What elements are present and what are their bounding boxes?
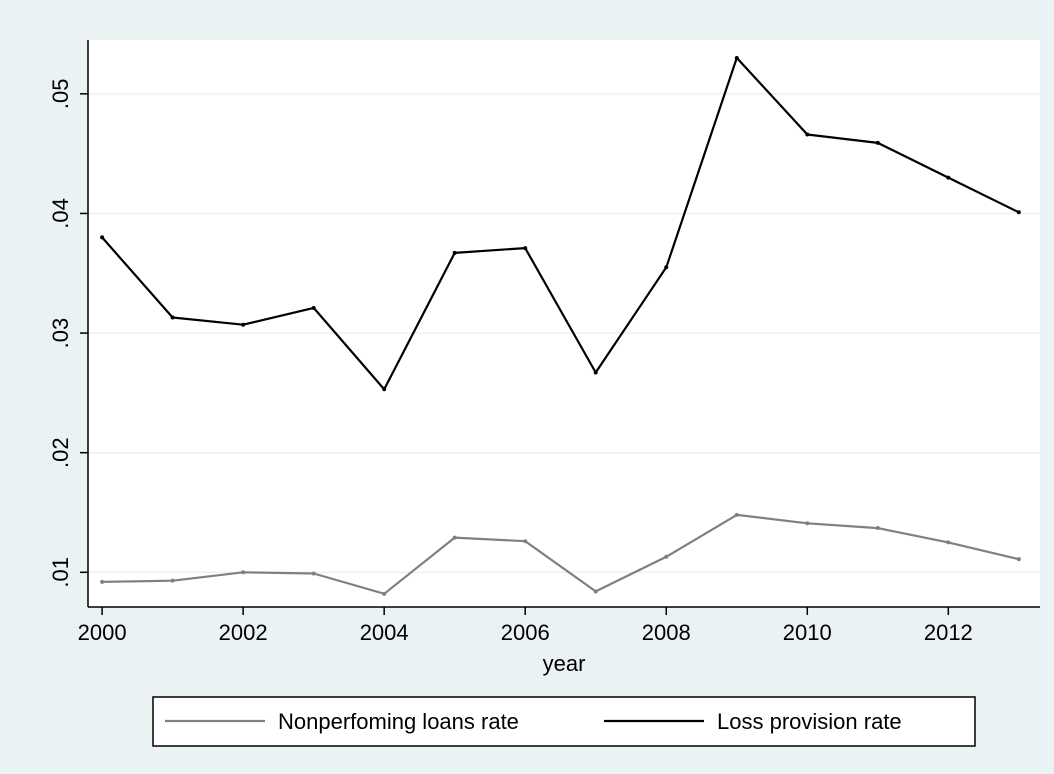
data-point	[452, 250, 457, 255]
y-tick-label: .05	[48, 79, 73, 110]
x-tick-label: 2004	[360, 620, 409, 645]
x-tick-label: 2002	[219, 620, 268, 645]
data-point	[734, 512, 739, 517]
legend-label-0: Nonperfoming loans rate	[278, 709, 519, 734]
data-point	[382, 591, 387, 596]
data-point	[170, 315, 175, 320]
x-axis-ticks: 2000 2002 2004 2006 2008 2010 2012	[78, 607, 973, 645]
y-tick-label: .01	[48, 557, 73, 588]
data-point	[734, 55, 739, 60]
y-tick-label: .04	[48, 198, 73, 229]
x-axis-title: year	[543, 651, 586, 676]
data-point	[100, 579, 105, 584]
data-point	[1016, 210, 1021, 215]
x-tick-label: 2008	[642, 620, 691, 645]
x-tick-label: 2012	[924, 620, 973, 645]
data-point	[452, 535, 457, 540]
data-point	[946, 175, 951, 180]
data-point	[1016, 557, 1021, 562]
data-point	[311, 305, 316, 310]
data-point	[946, 540, 951, 545]
data-point	[241, 570, 246, 575]
data-point	[100, 235, 105, 240]
data-point	[311, 571, 316, 576]
data-point	[523, 246, 528, 251]
data-point	[382, 387, 387, 392]
data-point	[593, 370, 598, 375]
data-point	[664, 554, 669, 559]
y-axis-ticks: .01 .02 .03 .04 .05	[48, 79, 88, 588]
legend-label-1: Loss provision rate	[717, 709, 902, 734]
series-line-1	[101, 56, 1020, 391]
y-tick-label: .03	[48, 318, 73, 349]
data-point	[875, 526, 880, 531]
data-point	[805, 132, 810, 137]
x-tick-label: 2000	[78, 620, 127, 645]
data-point	[664, 265, 669, 270]
data-point	[523, 539, 528, 544]
x-tick-label: 2006	[501, 620, 550, 645]
data-point	[593, 589, 598, 594]
legend: Nonperfoming loans rate Loss provision ra…	[165, 709, 902, 734]
series-group	[100, 55, 1021, 596]
data-point	[170, 578, 175, 583]
data-point	[241, 322, 246, 327]
legend-box	[152, 696, 976, 747]
x-tick-label: 2010	[783, 620, 832, 645]
series-line-0	[102, 513, 1020, 595]
y-tick-label: .02	[48, 437, 73, 468]
data-point	[875, 140, 880, 145]
data-point	[805, 521, 810, 526]
